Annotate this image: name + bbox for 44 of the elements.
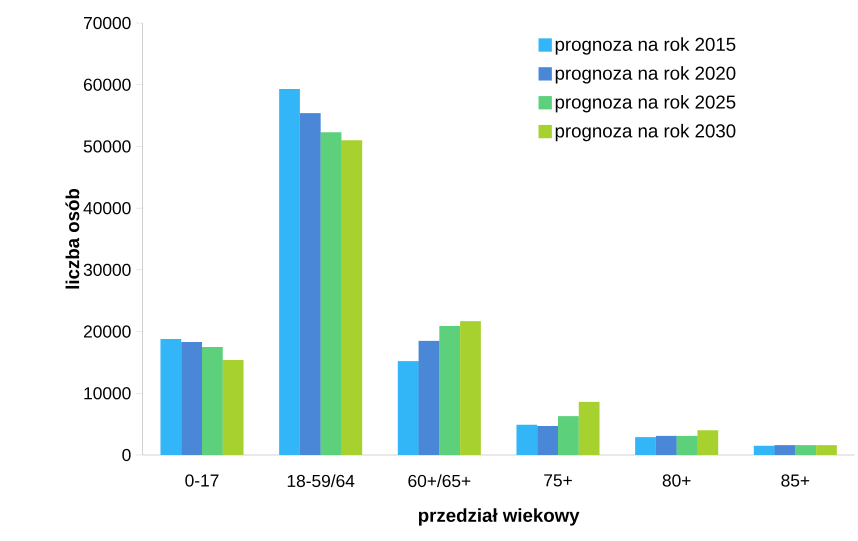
x-tick-label: 75+ [544, 474, 572, 486]
bar [795, 445, 816, 455]
x-tick-label: 60+/65+ [408, 474, 470, 488]
bar [160, 338, 182, 455]
y-tick-label: 70000 [84, 16, 131, 30]
bar [635, 437, 656, 455]
y-tick-label: 20000 [84, 325, 131, 338]
bar [697, 430, 718, 455]
x-tick-label: 0-17 [185, 474, 218, 487]
x-tick-label: 85+ [781, 474, 810, 487]
bar [516, 424, 538, 455]
bar [222, 360, 244, 455]
y-axis-title: liczba osób [65, 188, 80, 289]
legend-label: prognoza na rok 2020 [556, 66, 736, 84]
legend-label: prognoza na rok 2015 [556, 37, 736, 55]
legend-label: prognoza na rok 2025 [556, 94, 736, 112]
y-tick-label: 40000 [83, 202, 131, 214]
y-tick-label: 30000 [84, 264, 131, 276]
x-axis-title: przedział wiekowy [418, 508, 580, 526]
bar [656, 436, 677, 455]
bar [816, 445, 837, 455]
y-tick-label: 0 [122, 448, 131, 462]
bar [578, 402, 600, 455]
y-tick-label: 60000 [84, 78, 131, 91]
bar [558, 416, 579, 455]
bar [676, 436, 698, 455]
bar [279, 89, 300, 455]
bar [418, 340, 440, 455]
y-tick-label: 50000 [84, 140, 131, 153]
x-tick-label: 80+ [662, 474, 690, 487]
y-tick-label: 10000 [84, 387, 131, 400]
legend-label: prognoza na rok 2030 [556, 124, 736, 142]
bar [320, 132, 342, 455]
bar [537, 426, 558, 455]
bar [341, 140, 362, 455]
x-tick-label: 18-59/64 [288, 474, 354, 488]
bar [398, 361, 419, 455]
bar [460, 321, 481, 455]
bar [300, 113, 321, 455]
bar [754, 446, 775, 455]
bar [439, 326, 460, 455]
bar [181, 342, 202, 455]
bar [774, 445, 796, 455]
bar [202, 346, 223, 455]
